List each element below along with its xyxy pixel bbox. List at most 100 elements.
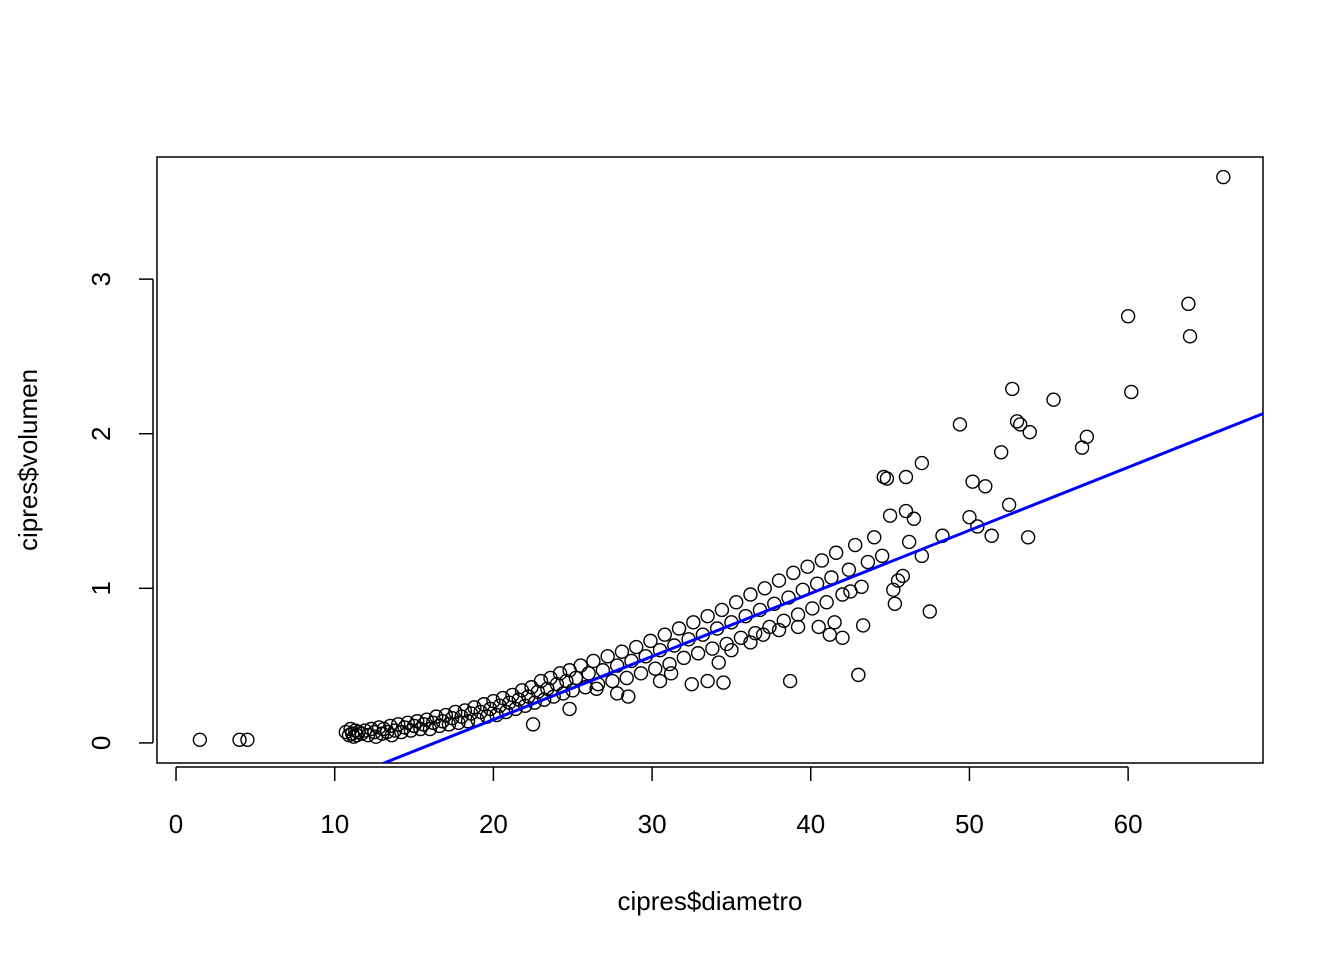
data-point	[887, 596, 903, 611]
data-point	[643, 633, 658, 649]
data-point	[776, 613, 791, 628]
y-axis: 0 1 2 3	[86, 272, 154, 750]
data-point	[711, 655, 726, 670]
data-point	[970, 519, 985, 534]
data-point	[657, 627, 672, 642]
x-tick-label: 30	[638, 809, 667, 839]
data-point	[525, 717, 541, 732]
data-point	[895, 568, 910, 584]
x-tick-label: 60	[1114, 809, 1143, 839]
data-point	[633, 666, 649, 681]
regression-line	[380, 412, 1263, 763]
data-point	[383, 718, 398, 734]
data-point	[805, 601, 820, 616]
data-point	[835, 587, 850, 602]
data-point	[609, 686, 625, 701]
data-point	[1022, 424, 1037, 440]
data-point	[600, 649, 615, 664]
data-point	[781, 590, 796, 605]
data-point	[410, 714, 425, 729]
data-point	[790, 607, 806, 622]
data-point	[390, 717, 406, 732]
data-point	[1216, 169, 1231, 185]
data-point	[438, 707, 453, 723]
data-point	[814, 553, 830, 568]
data-point	[1181, 296, 1196, 312]
data-point	[847, 537, 863, 553]
data-point	[860, 554, 876, 570]
data-point	[965, 474, 980, 489]
data-point	[874, 548, 890, 564]
x-tick-label: 10	[320, 809, 349, 839]
data-point	[771, 622, 787, 638]
data-point	[397, 720, 412, 735]
x-axis-label: cipres$diametro	[618, 886, 803, 916]
data-point	[619, 670, 634, 686]
data-point	[629, 639, 644, 655]
data-point	[419, 712, 434, 727]
data-point	[724, 642, 739, 658]
data-point	[827, 615, 842, 630]
data-point	[192, 732, 208, 748]
data-point	[906, 511, 922, 526]
data-point	[1079, 429, 1095, 445]
data-point	[819, 595, 834, 610]
data-point	[690, 646, 706, 661]
data-point	[886, 582, 901, 598]
data-point	[755, 627, 771, 642]
data-point	[432, 718, 447, 734]
data-point	[1020, 530, 1036, 545]
data-point	[716, 675, 731, 690]
data-point	[609, 658, 625, 673]
data-point	[1013, 417, 1028, 432]
data-point	[898, 503, 914, 519]
data-point	[648, 661, 663, 676]
data-point	[786, 565, 801, 581]
data-point	[406, 718, 422, 734]
data-point	[782, 673, 798, 689]
x-tick-label: 20	[479, 809, 508, 839]
data-point	[1005, 381, 1020, 397]
data-point	[1120, 309, 1136, 324]
data-point	[790, 619, 806, 635]
data-point	[1046, 392, 1061, 407]
y-tick-label: 3	[86, 272, 116, 286]
x-axis: 0 10 20 30 40 50 60	[169, 766, 1143, 839]
data-point	[652, 673, 668, 689]
x-tick-label: 40	[796, 809, 825, 839]
data-point	[822, 627, 838, 642]
data-point	[800, 559, 815, 574]
y-tick-label: 2	[86, 426, 116, 440]
data-point	[962, 509, 977, 525]
data-points	[192, 169, 1231, 748]
data-point	[663, 666, 679, 681]
data-point	[714, 602, 730, 618]
data-point	[733, 630, 749, 645]
data-point	[828, 545, 844, 560]
data-point	[573, 658, 588, 673]
data-point	[686, 615, 701, 630]
data-point	[978, 479, 993, 494]
data-point	[890, 573, 906, 588]
data-point	[589, 681, 604, 696]
data-point	[1001, 497, 1017, 513]
x-tick-label: 50	[955, 809, 984, 839]
data-point	[562, 701, 577, 717]
data-point	[882, 508, 898, 523]
data-point	[867, 530, 882, 545]
data-point	[581, 666, 596, 681]
x-tick-label: 0	[169, 809, 183, 839]
data-point	[700, 608, 715, 624]
regression-line-group	[380, 412, 1263, 763]
data-point	[621, 689, 636, 704]
data-point	[384, 727, 400, 743]
data-point	[855, 618, 871, 633]
data-point	[879, 471, 895, 486]
data-point	[400, 715, 415, 731]
data-point	[728, 595, 744, 610]
data-point	[835, 630, 850, 645]
data-point	[993, 445, 1009, 460]
data-point	[1009, 414, 1025, 429]
data-point	[922, 604, 937, 619]
